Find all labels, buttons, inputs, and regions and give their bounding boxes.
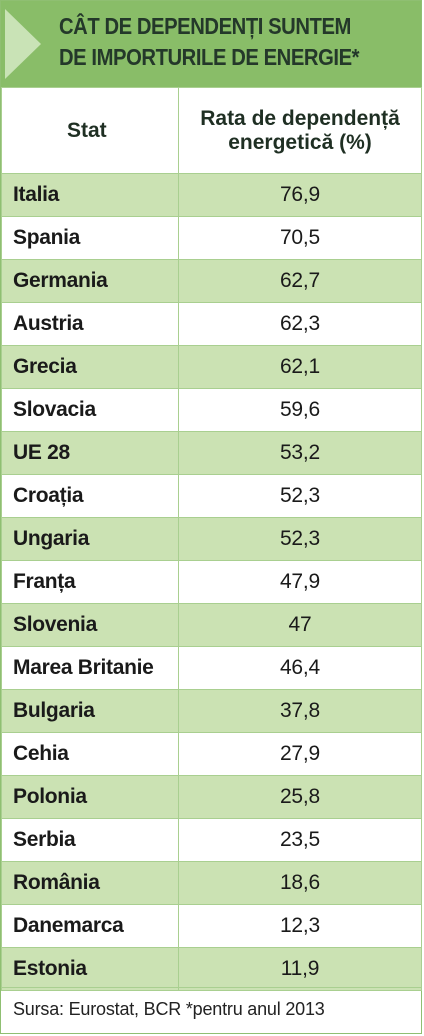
table-header-row: Stat Rata de dependență energetică (%) bbox=[1, 87, 422, 174]
table-row: Germania 62,7 bbox=[1, 259, 422, 303]
column-header-rate-line1: Rata de dependență bbox=[200, 106, 400, 130]
dependency-rate-cell: 53,2 bbox=[178, 431, 422, 475]
table-body: Italia 76,9 Spania 70,5 Germania 62,7 Austria 6… bbox=[1, 173, 422, 991]
state-name-cell: Slovenia bbox=[1, 603, 179, 647]
source-note: Sursa: Eurostat, BCR *pentru anul 2013 bbox=[1, 987, 421, 1033]
dependency-rate-cell: 52,3 bbox=[178, 474, 422, 518]
state-name-cell: România bbox=[1, 861, 179, 905]
table-row: Spania 70,5 bbox=[1, 216, 422, 260]
chart-title-line2: DE IMPORTURILE DE ENERGIE* bbox=[59, 44, 360, 70]
title-banner: CÂT DE DEPENDENȚI SUNTEM DE IMPORTURILE … bbox=[1, 1, 421, 87]
state-name-cell: Slovacia bbox=[1, 388, 179, 432]
state-name-cell: Spania bbox=[1, 216, 179, 260]
state-name-cell: Marea Britanie bbox=[1, 646, 179, 690]
table-row: Franța 47,9 bbox=[1, 560, 422, 604]
table-row: Italia 76,9 bbox=[1, 173, 422, 217]
state-name-cell: Bulgaria bbox=[1, 689, 179, 733]
state-name-cell: Polonia bbox=[1, 775, 179, 819]
dependency-rate-cell: 76,9 bbox=[178, 173, 422, 217]
arrow-icon bbox=[5, 9, 41, 79]
table-row: Croația 52,3 bbox=[1, 474, 422, 518]
table-row: Ungaria 52,3 bbox=[1, 517, 422, 561]
dependency-rate-cell: 23,5 bbox=[178, 818, 422, 862]
table-row: Slovacia 59,6 bbox=[1, 388, 422, 432]
state-name-cell: Serbia bbox=[1, 818, 179, 862]
table-row: UE 28 53,2 bbox=[1, 431, 422, 475]
state-name-cell: Franța bbox=[1, 560, 179, 604]
dependency-rate-cell: 27,9 bbox=[178, 732, 422, 776]
dependency-rate-cell: 25,8 bbox=[178, 775, 422, 819]
table-row: Cehia 27,9 bbox=[1, 732, 422, 776]
table-row: Serbia 23,5 bbox=[1, 818, 422, 862]
table-row: Danemarca 12,3 bbox=[1, 904, 422, 948]
dependency-rate-cell: 62,7 bbox=[178, 259, 422, 303]
table-row: Austria 62,3 bbox=[1, 302, 422, 346]
dependency-rate-cell: 47 bbox=[178, 603, 422, 647]
table-row: Marea Britanie 46,4 bbox=[1, 646, 422, 690]
column-header-state: Stat bbox=[1, 87, 179, 174]
dependency-rate-cell: 11,9 bbox=[178, 947, 422, 991]
dependency-rate-cell: 62,1 bbox=[178, 345, 422, 389]
dependency-table: Stat Rata de dependență energetică (%) I… bbox=[1, 87, 422, 991]
dependency-rate-cell: 46,4 bbox=[178, 646, 422, 690]
dependency-rate-cell: 70,5 bbox=[178, 216, 422, 260]
table-row: Grecia 62,1 bbox=[1, 345, 422, 389]
chart-title-line1: CÂT DE DEPENDENȚI SUNTEM bbox=[59, 13, 351, 39]
dependency-rate-cell: 37,8 bbox=[178, 689, 422, 733]
dependency-rate-cell: 18,6 bbox=[178, 861, 422, 905]
table-row: Estonia 11,9 bbox=[1, 947, 422, 991]
column-header-rate: Rata de dependență energetică (%) bbox=[178, 87, 422, 174]
state-name-cell: Grecia bbox=[1, 345, 179, 389]
state-name-cell: UE 28 bbox=[1, 431, 179, 475]
chart-title: CÂT DE DEPENDENȚI SUNTEM DE IMPORTURILE … bbox=[59, 11, 376, 73]
table-row: Polonia 25,8 bbox=[1, 775, 422, 819]
state-name-cell: Germania bbox=[1, 259, 179, 303]
state-name-cell: Danemarca bbox=[1, 904, 179, 948]
dependency-rate-cell: 62,3 bbox=[178, 302, 422, 346]
table-row: Bulgaria 37,8 bbox=[1, 689, 422, 733]
table-row: România 18,6 bbox=[1, 861, 422, 905]
state-name-cell: Croația bbox=[1, 474, 179, 518]
dependency-rate-cell: 12,3 bbox=[178, 904, 422, 948]
state-name-cell: Austria bbox=[1, 302, 179, 346]
dependency-rate-cell: 47,9 bbox=[178, 560, 422, 604]
dependency-rate-cell: 59,6 bbox=[178, 388, 422, 432]
state-name-cell: Cehia bbox=[1, 732, 179, 776]
table-row: Slovenia 47 bbox=[1, 603, 422, 647]
column-header-rate-line2: energetică (%) bbox=[228, 130, 372, 154]
dependency-rate-cell: 52,3 bbox=[178, 517, 422, 561]
state-name-cell: Italia bbox=[1, 173, 179, 217]
state-name-cell: Ungaria bbox=[1, 517, 179, 561]
state-name-cell: Estonia bbox=[1, 947, 179, 991]
